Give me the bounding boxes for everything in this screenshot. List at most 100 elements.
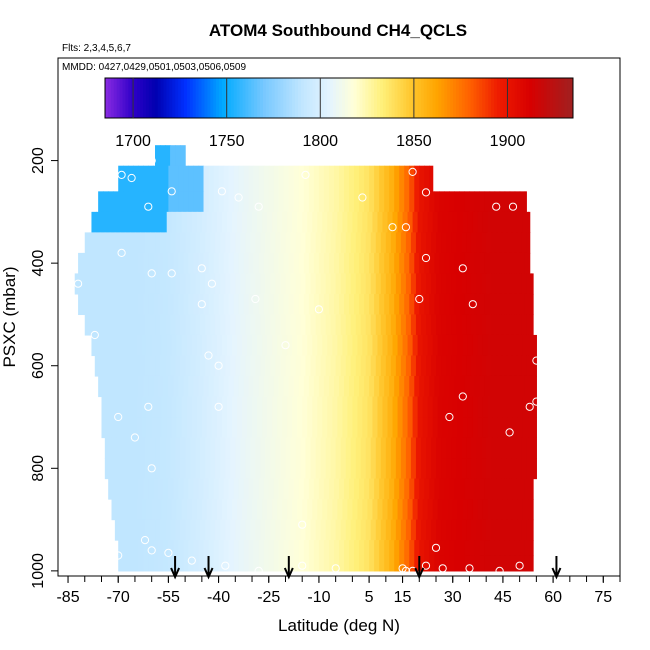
heatmap-cell — [310, 355, 317, 377]
heatmap-cell — [459, 375, 466, 398]
colorbar-segment — [341, 78, 346, 118]
colorbar-segment — [283, 78, 287, 118]
heatmap-cell — [255, 232, 261, 254]
heatmap-cell — [133, 375, 139, 398]
heatmap-cell — [449, 375, 456, 398]
heatmap-cell — [293, 165, 300, 192]
colorbar-segment — [254, 78, 258, 118]
heatmap-cell — [328, 191, 335, 213]
heatmap-cell — [228, 252, 235, 274]
heatmap-cell — [168, 375, 175, 398]
heatmap-cell — [195, 232, 201, 254]
heatmap-cell — [377, 396, 384, 418]
heatmap-cell — [339, 252, 345, 274]
heatmap-cell — [168, 191, 175, 213]
heatmap-cell — [452, 396, 459, 418]
heatmap-cell — [293, 555, 300, 572]
heatmap-cell — [136, 417, 143, 439]
observation-points — [74, 156, 541, 576]
heatmap-cell — [238, 555, 245, 572]
heatmap-cell — [283, 540, 290, 557]
heatmap-cell — [185, 355, 191, 377]
heatmap-cell — [524, 293, 531, 316]
heatmap-cell — [466, 232, 472, 254]
heatmap-cell — [235, 355, 241, 377]
heatmap-cell — [352, 211, 358, 233]
heatmap-cell — [124, 314, 131, 336]
heatmap-cell — [104, 437, 111, 459]
heatmap-cell — [332, 396, 338, 418]
heatmap-cell — [143, 555, 149, 572]
colorbar-segment — [201, 78, 205, 118]
heatmap-cell — [354, 293, 360, 316]
heatmap-cell — [195, 519, 201, 541]
heatmap-cell — [104, 314, 111, 336]
heatmap-cell — [233, 540, 240, 557]
colorbar-segment — [339, 78, 343, 118]
heatmap-cell — [250, 437, 256, 459]
heatmap-cell — [347, 396, 353, 418]
heatmap-cell — [134, 232, 141, 254]
heatmap-cell — [185, 273, 191, 295]
heatmap-cell — [472, 499, 479, 521]
heatmap-cell — [215, 519, 221, 541]
heatmap-cell — [313, 293, 320, 316]
heatmap-cell — [106, 417, 113, 439]
heatmap-cell — [151, 211, 158, 233]
heatmap-cell — [243, 375, 250, 398]
colorbar-segment — [482, 78, 486, 118]
heatmap-cell — [143, 165, 149, 192]
heatmap-cell — [407, 334, 414, 357]
heatmap-cell — [201, 417, 208, 439]
heatmap-cell — [143, 478, 149, 500]
heatmap-cell — [277, 396, 283, 418]
heatmap-cell — [340, 458, 347, 480]
heatmap-cell — [507, 211, 514, 233]
heatmap-cell — [456, 273, 462, 295]
heatmap-cell — [392, 417, 399, 439]
heatmap-cell — [191, 334, 198, 357]
heatmap-cell — [422, 499, 429, 521]
heatmap-cell — [328, 293, 335, 316]
heatmap-cell — [339, 375, 345, 398]
heatmap-cell — [337, 211, 343, 233]
heatmap-cell — [91, 334, 98, 357]
heatmap-cell — [215, 458, 221, 480]
heatmap-cell — [394, 293, 400, 316]
observation-point — [74, 177, 83, 186]
heatmap-cell — [248, 191, 255, 213]
heatmap-cell — [511, 355, 517, 377]
heatmap-cell — [144, 519, 151, 541]
heatmap-cell — [390, 273, 397, 295]
x-tick-label: -25 — [257, 589, 280, 606]
observation-point — [197, 264, 206, 273]
heatmap-cell — [496, 519, 502, 541]
heatmap-cell — [531, 314, 534, 336]
heatmap-cell — [452, 334, 459, 357]
colorbar-segment — [423, 78, 428, 118]
heatmap-cell — [400, 437, 407, 459]
heatmap-cell — [139, 519, 146, 541]
heatmap-cell — [228, 478, 235, 500]
heatmap-cell — [424, 293, 430, 316]
heatmap-cell — [410, 519, 417, 541]
heatmap-cell — [258, 375, 265, 398]
heatmap-cell — [387, 334, 394, 357]
colorbar-segment — [517, 78, 521, 118]
heatmap-cell — [323, 540, 330, 557]
heatmap-cell — [114, 314, 121, 336]
heatmap-cell — [220, 458, 226, 480]
heatmap-cell — [231, 396, 238, 418]
colorbar-segment — [277, 78, 281, 118]
heatmap-cell — [522, 211, 529, 233]
heatmap-cell — [298, 252, 305, 274]
observation-point — [217, 187, 226, 196]
heatmap-cell — [399, 540, 405, 557]
heatmap-cell — [400, 232, 407, 254]
heatmap-cell — [307, 334, 313, 357]
heatmap-cell — [243, 478, 250, 500]
heatmap-cell — [312, 396, 318, 418]
heatmap-cell — [123, 375, 129, 398]
heatmap-cell — [379, 252, 385, 274]
heatmap-cell — [131, 211, 138, 233]
